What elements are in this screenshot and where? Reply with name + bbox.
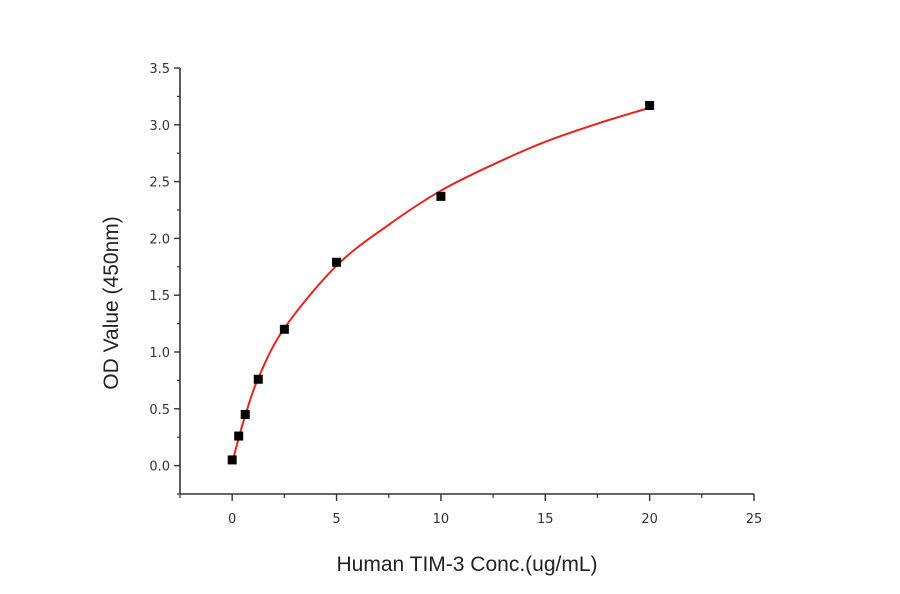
x-axis-title: Human TIM-3 Conc.(ug/mL) (336, 553, 597, 576)
x-tick-label: 15 (537, 512, 554, 527)
x-tick-label: 10 (433, 512, 450, 527)
y-tick-label: 0.5 (149, 403, 170, 418)
y-tick-label: 3.5 (149, 62, 170, 77)
data-point (234, 431, 244, 441)
plot-area (227, 100, 655, 465)
y-tick-label: 2.0 (149, 232, 170, 247)
fit-curve (231, 106, 650, 463)
data-point (436, 191, 446, 201)
data-point (253, 374, 263, 384)
data-point (332, 257, 342, 267)
y-tick-label: 1.5 (149, 289, 170, 304)
data-point (240, 409, 250, 419)
x-tick-label: 5 (332, 512, 340, 527)
x-tick-label: 0 (228, 512, 236, 527)
data-point (645, 100, 655, 110)
y-tick-label: 1.0 (149, 346, 170, 361)
x-axis: 0 5 10 15 20 25 (179, 493, 763, 527)
data-point (279, 324, 289, 334)
y-axis: 0.0 0.5 1.0 1.5 2.0 2.5 3.0 3.5 (149, 62, 181, 495)
x-tick-label: 20 (641, 512, 658, 527)
y-tick-label: 2.5 (149, 176, 170, 191)
y-axis-title: OD Value (450nm) (100, 216, 123, 390)
data-point (227, 455, 237, 465)
y-tick-label: 3.0 (149, 119, 170, 134)
x-tick-label: 25 (746, 512, 763, 527)
y-tick-label: 0.0 (149, 460, 170, 475)
